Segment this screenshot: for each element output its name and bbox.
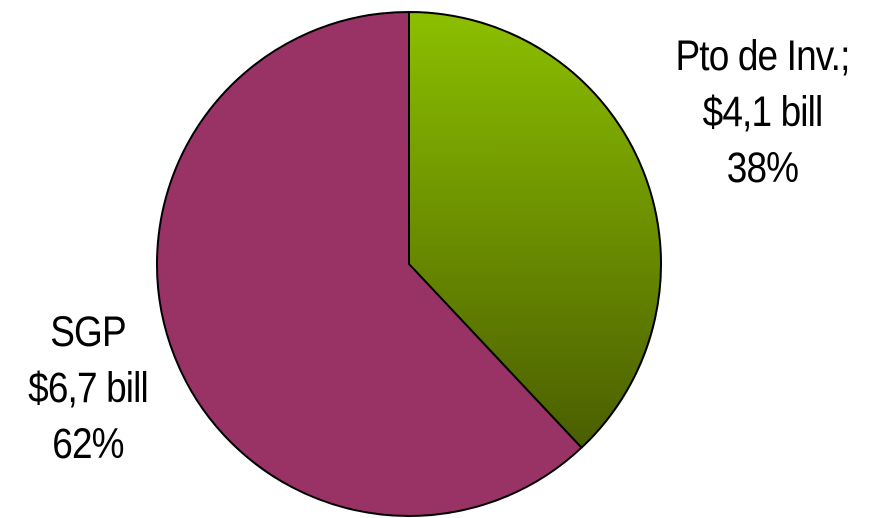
slice-percent: 38%	[726, 144, 799, 192]
pie-slice-pto-de-inv	[408, 11, 662, 449]
slice-percent: 62%	[52, 420, 124, 468]
slice-amount: $4,1 bill	[702, 88, 824, 136]
slice-label-sgp: SGP $6,7 bill 62%	[11, 304, 166, 472]
slice-amount: $6,7 bill	[28, 364, 149, 412]
pie-slices	[156, 11, 662, 517]
slice-label-pto-de-inv: Pto de Inv.; $4,1 bill 38%	[657, 28, 868, 196]
slice-name: Pto de Inv.;	[675, 32, 850, 80]
pie-slice-sgp	[156, 11, 583, 517]
slice-name: SGP	[50, 308, 126, 356]
